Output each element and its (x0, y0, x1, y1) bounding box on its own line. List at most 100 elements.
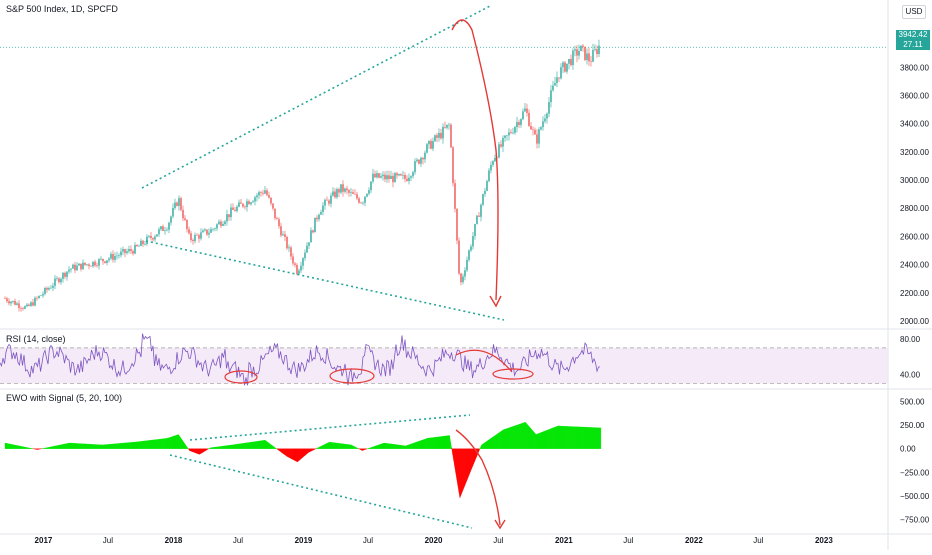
candle-body (454, 183, 455, 209)
candle-body (248, 201, 249, 204)
candle-body (378, 173, 379, 177)
candle-body (376, 173, 377, 177)
ewo-area-segment (180, 437, 181, 448)
price-tick-label: 2400.00 (900, 261, 929, 270)
candle-body (90, 266, 91, 267)
candle-body (562, 62, 563, 67)
ewo-area-segment (467, 449, 468, 481)
candle-body (130, 249, 131, 251)
candle-body (14, 301, 15, 305)
ewo-area-segment (146, 441, 147, 449)
candle-body (264, 190, 265, 193)
candle-body (236, 207, 237, 211)
ewo-area-segment (8, 444, 9, 449)
ewo-area-segment (209, 448, 210, 449)
candle-body (582, 46, 583, 47)
ewo-area-segment (164, 439, 165, 449)
candle-body (96, 265, 97, 266)
candle-body (196, 235, 197, 236)
ewo-area-segment (515, 425, 516, 448)
ewo-area-segment (588, 427, 589, 448)
ewo-area-segment (14, 445, 15, 449)
ewo-area-segment (162, 439, 163, 449)
ewo-area-segment (573, 427, 574, 449)
candle-body (198, 235, 199, 238)
candle-body (186, 220, 187, 229)
candle-body (450, 125, 451, 148)
ewo-area-segment (308, 449, 309, 453)
candle-body (420, 158, 421, 164)
ewo-area-segment (206, 449, 207, 450)
candle-body (162, 226, 163, 231)
candle-body (374, 174, 375, 178)
candle-body (24, 306, 25, 309)
candle-body (512, 133, 513, 134)
candle-body (334, 192, 335, 198)
ewo-area-segment (36, 449, 37, 450)
ewo-area-segment (47, 447, 48, 448)
ewo-area-segment (166, 438, 167, 448)
candle-body (586, 53, 587, 59)
rsi-pane-title: RSI (14, close) (4, 334, 68, 344)
candle-body (54, 279, 55, 286)
ewo-area-segment (434, 437, 435, 448)
candle-body (332, 192, 333, 196)
ewo-area-segment (578, 427, 579, 449)
candle-body (542, 121, 543, 127)
candle-body (218, 222, 219, 225)
candle-body (532, 129, 533, 130)
ewo-area-segment (160, 439, 161, 449)
candle-body (182, 210, 183, 218)
candle-body (276, 218, 277, 219)
candle-body (50, 288, 51, 289)
candle-body (364, 197, 365, 203)
ewo-area-segment (597, 428, 598, 449)
ewo-area-segment (440, 436, 441, 448)
candle-body (350, 192, 351, 193)
candle-body (246, 201, 247, 207)
candle-body (578, 51, 579, 56)
ewo-area-segment (60, 445, 61, 449)
candle-body (416, 160, 417, 161)
currency-button[interactable]: USD (902, 5, 926, 19)
ewo-area-segment (576, 427, 577, 449)
ewo-area-segment (524, 422, 525, 449)
ewo-area-segment (589, 427, 590, 448)
candle-body (116, 256, 117, 257)
ewo-area-segment (145, 441, 146, 449)
ewo-area-segment (585, 427, 586, 449)
price-tick-label: 2800.00 (900, 204, 929, 213)
ewo-lower-trendline (170, 455, 472, 528)
candle-body (504, 136, 505, 138)
ewo-area-segment (5, 443, 6, 449)
candle-body (436, 135, 437, 138)
ewo-area-segment (20, 446, 21, 449)
ewo-area-segment (52, 446, 53, 448)
candle-body (538, 129, 539, 143)
candle-body (552, 86, 553, 91)
candle-body (128, 249, 129, 251)
candle-body (438, 133, 439, 138)
last-change-tag: 27.11 (896, 40, 930, 50)
candle-body (254, 197, 255, 201)
candle-body (150, 236, 151, 238)
candle-body (576, 49, 577, 55)
ewo-area-segment (583, 427, 584, 449)
candle-body (428, 141, 429, 144)
ewo-area-segment (594, 428, 595, 449)
ewo-area-segment (469, 449, 470, 476)
ewo-area-segment (28, 448, 29, 449)
candle-body (406, 179, 407, 181)
candle-body (188, 229, 189, 233)
time-tick-label: Jul (233, 536, 243, 545)
candle-body (568, 59, 569, 64)
candle-body (170, 217, 171, 223)
ewo-area-segment (168, 438, 169, 449)
ewo-area-segment (592, 427, 593, 448)
ewo-area-segment (177, 434, 178, 448)
ewo-area-segment (302, 449, 303, 458)
ewo-area-segment (563, 426, 564, 449)
candle-body (404, 175, 405, 179)
